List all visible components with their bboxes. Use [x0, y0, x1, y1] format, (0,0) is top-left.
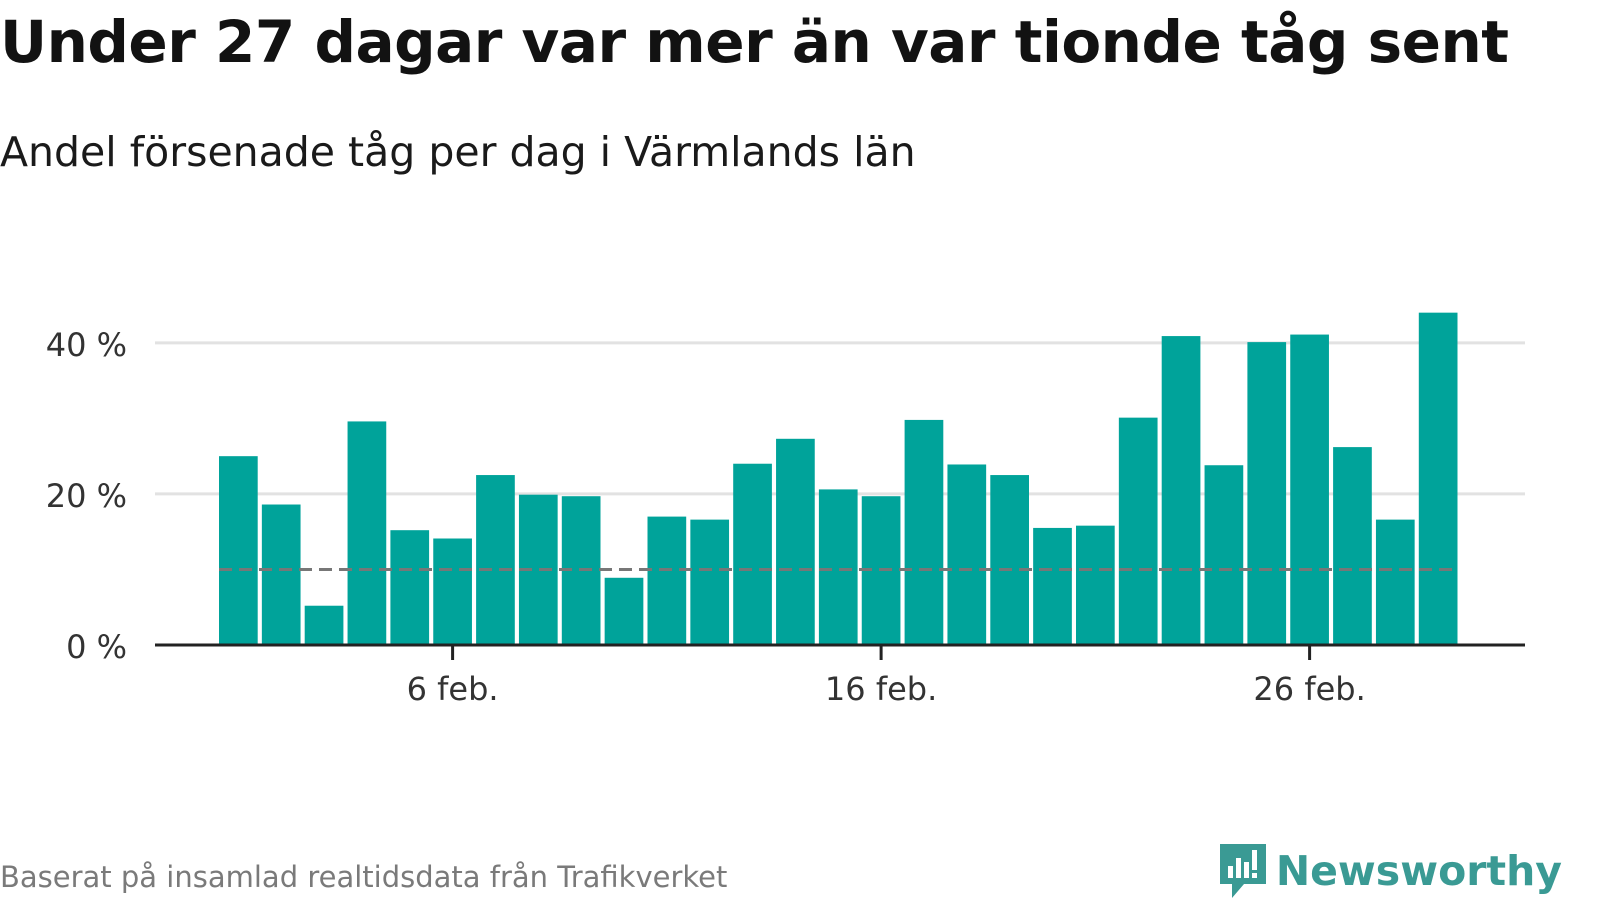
newsworthy-logo: Newsworthy: [1218, 842, 1562, 900]
brand-name: Newsworthy: [1275, 847, 1562, 895]
bar: [990, 475, 1029, 645]
bar: [947, 464, 987, 645]
bar: [1290, 334, 1329, 645]
chart-title: Under 27 dagar var mer än var tionde tåg…: [0, 8, 1509, 76]
bar: [1118, 417, 1158, 645]
bar: [219, 456, 258, 645]
bar: [347, 421, 387, 645]
y-tick-label: 0 %: [66, 628, 127, 666]
bar: [604, 577, 644, 645]
x-tick-label: 6 feb.: [407, 670, 499, 708]
bar: [476, 475, 515, 645]
bar: [690, 519, 730, 645]
bar: [818, 489, 858, 645]
bar: [433, 538, 472, 645]
x-axis-tick-labels: 6 feb. 16 feb. 26 feb.: [407, 670, 1366, 708]
bar: [1204, 465, 1244, 645]
newsworthy-logo-icon: [1219, 844, 1266, 898]
bar: [776, 438, 815, 645]
bar: [390, 530, 430, 645]
bar: [904, 419, 944, 645]
bar: [261, 504, 301, 645]
source-note: Baserat på insamlad realtidsdata från Tr…: [0, 860, 728, 894]
bar: [1418, 312, 1458, 645]
y-axis-tick-labels: 0 % 20 % 40 %: [46, 326, 127, 666]
bar: [1333, 447, 1372, 645]
y-tick-label: 40 %: [46, 326, 127, 364]
bar: [647, 516, 687, 645]
bar: [1161, 336, 1201, 645]
bar: [1033, 527, 1072, 645]
bar: [733, 463, 772, 645]
x-tick-label: 26 feb.: [1253, 670, 1365, 708]
bar-chart: 0 % 20 % 40 % 6 feb. 16 feb. 26 feb.: [46, 312, 1525, 708]
bar: [304, 605, 344, 645]
y-tick-label: 20 %: [46, 477, 127, 515]
chart-subtitle: Andel försenade tåg per dag i Värmlands …: [0, 128, 916, 176]
x-tick-label: 16 feb.: [825, 670, 937, 708]
x-axis: [155, 643, 1525, 660]
bar: [1076, 525, 1115, 645]
bar: [1247, 342, 1287, 645]
bars: [219, 312, 1458, 645]
bar: [1375, 519, 1415, 645]
